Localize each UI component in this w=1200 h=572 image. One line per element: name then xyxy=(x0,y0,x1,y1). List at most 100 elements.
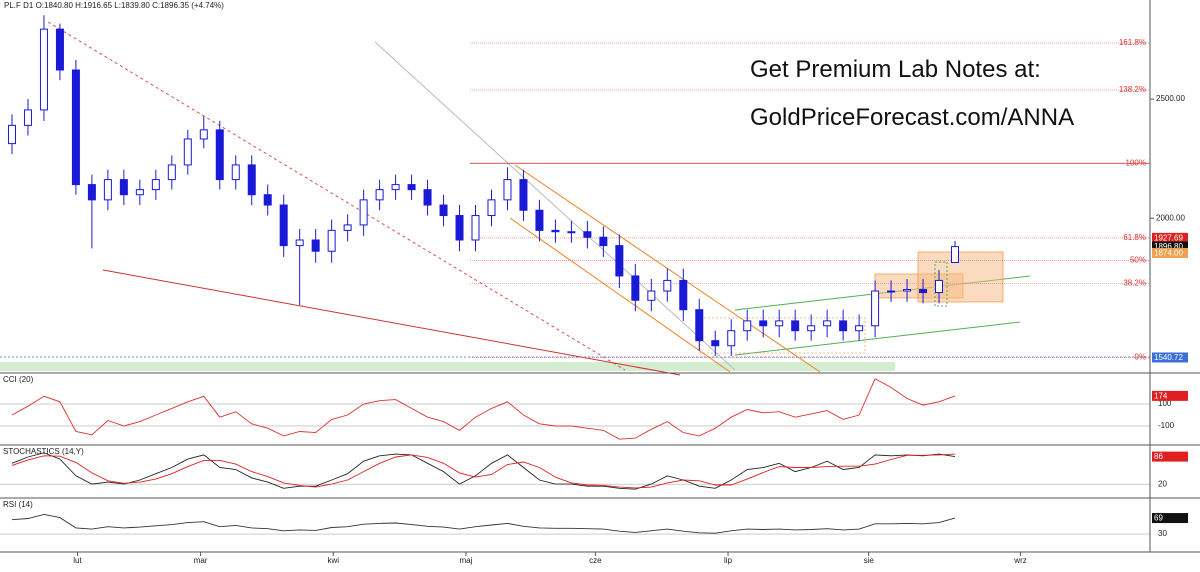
price-badge xyxy=(1152,390,1188,401)
candle-body xyxy=(871,290,880,327)
y-tick-label: 2500.00 xyxy=(1156,94,1185,103)
price-badge xyxy=(1152,451,1188,462)
candle-body xyxy=(423,189,432,206)
indicator-line xyxy=(11,513,956,534)
price-badge-label: 1874.00 xyxy=(1154,249,1183,258)
panel-title: STOCHASTICS (14,Y) xyxy=(3,447,84,456)
candle-body xyxy=(903,288,912,292)
candle-body xyxy=(359,199,368,226)
candle-body xyxy=(215,129,224,181)
channel-line xyxy=(509,217,731,373)
x-tick-label: lut xyxy=(73,556,82,565)
promo-line: Get Premium Lab Notes at: xyxy=(750,56,1041,83)
support-band xyxy=(0,362,895,371)
fib-label: 38.2% xyxy=(1123,279,1146,288)
candle-body xyxy=(103,179,112,201)
header-info: PL.F D1 O:1840.80 H:1916.65 L:1839.80 C:… xyxy=(4,1,224,10)
candle-body xyxy=(247,164,256,196)
candle-body xyxy=(151,179,160,191)
candle-body xyxy=(471,215,480,241)
promo-line: GoldPriceForecast.com/ANNA xyxy=(750,104,1074,131)
candle-body xyxy=(727,330,736,347)
candle-body xyxy=(119,179,128,196)
candle-body xyxy=(455,215,464,241)
candle-body xyxy=(183,138,192,166)
candle-body xyxy=(919,288,928,294)
price-badge-label: 86 xyxy=(1154,452,1163,461)
zone-box xyxy=(917,251,1004,303)
fib-label: 61.8% xyxy=(1123,233,1146,242)
candle-body xyxy=(39,28,48,111)
trend-line xyxy=(374,41,736,371)
fib-label: 50% xyxy=(1130,256,1146,265)
fib-label: 0% xyxy=(1134,353,1146,362)
trend-line xyxy=(102,269,681,376)
channel-line xyxy=(514,164,821,373)
price-badge xyxy=(1152,513,1188,524)
candle-body xyxy=(887,290,896,293)
x-tick-label: lip xyxy=(724,556,733,565)
candle-body xyxy=(599,236,608,247)
x-tick-label: mar xyxy=(194,556,208,565)
candle-body xyxy=(23,109,32,126)
candle-body xyxy=(7,124,16,145)
candle-body xyxy=(391,184,400,191)
candle-body xyxy=(279,204,288,247)
candle-body xyxy=(743,320,752,332)
panel-title: RSI (14) xyxy=(3,500,33,509)
candle-body xyxy=(855,325,864,332)
x-tick-label: sie xyxy=(864,556,875,565)
candle-body xyxy=(167,164,176,181)
candle-body xyxy=(935,279,944,294)
fib-label: 161.8% xyxy=(1119,38,1146,47)
candle-body xyxy=(759,320,768,327)
y-tick-label: -100 xyxy=(1158,421,1175,430)
candle-body xyxy=(823,320,832,327)
indicator-line xyxy=(11,378,956,440)
candle-body xyxy=(487,199,496,217)
candle-body xyxy=(55,28,64,71)
candle-body xyxy=(951,246,960,263)
candle-body xyxy=(71,69,80,186)
price-badge-label: 1927.69 xyxy=(1154,233,1183,242)
candle-body xyxy=(647,290,656,301)
candle-body xyxy=(343,224,352,231)
candle-body xyxy=(295,239,304,247)
price-badge-label: 174 xyxy=(1154,391,1168,400)
candle-body xyxy=(631,275,640,301)
trend-line xyxy=(47,21,626,371)
candle-body xyxy=(695,309,704,342)
fib-label: 138.2% xyxy=(1119,85,1146,94)
candle-body xyxy=(567,231,576,234)
candle-body xyxy=(519,179,528,211)
candle-body xyxy=(679,279,688,311)
candle-body xyxy=(615,245,624,277)
x-tick-label: cze xyxy=(589,556,602,565)
panel-title: CCI (20) xyxy=(3,375,34,384)
x-tick-label: kwi xyxy=(327,556,339,565)
candle-body xyxy=(535,209,544,231)
x-tick-label: wrz xyxy=(1013,556,1026,565)
indicator-line xyxy=(11,453,956,489)
candle-body xyxy=(439,204,448,217)
candle-body xyxy=(135,189,144,196)
price-badge-label: 1896.80 xyxy=(1154,242,1183,251)
price-badge xyxy=(1152,352,1188,363)
candle-body xyxy=(663,279,672,292)
candle-body xyxy=(87,184,96,201)
chart-layer: 2500.00 2000.00 161.8% 138.2% 100% 61.8% 50% 38… xyxy=(0,15,1200,565)
candle-body xyxy=(807,325,816,332)
candle-body xyxy=(503,179,512,201)
candle-body xyxy=(839,320,848,332)
candle-body xyxy=(407,184,416,191)
candle-body xyxy=(311,239,320,252)
x-tick-label: maj xyxy=(459,556,472,565)
candle-body xyxy=(551,229,560,233)
candle-body xyxy=(711,340,720,347)
indicator-line xyxy=(11,452,956,490)
price-badge-label: 69 xyxy=(1154,514,1163,523)
y-tick-label: 100 xyxy=(1158,399,1172,408)
price-badge-label: 1540.72 xyxy=(1154,353,1183,362)
price-badge xyxy=(1152,241,1188,252)
